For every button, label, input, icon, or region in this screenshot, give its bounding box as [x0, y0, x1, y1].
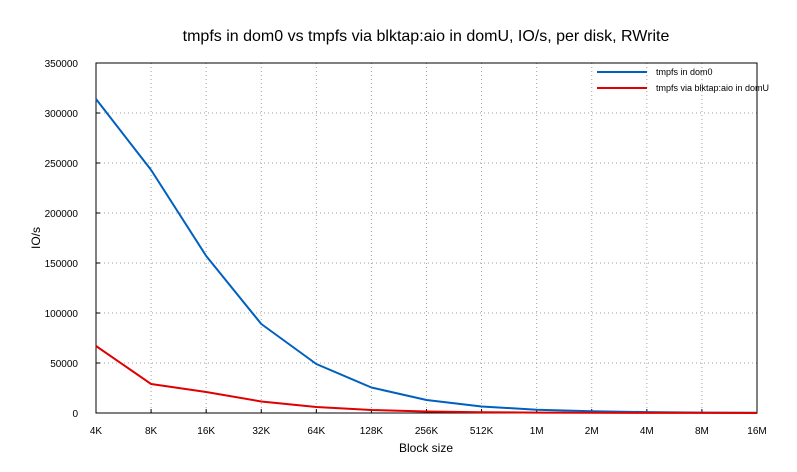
- x-tick-label: 512K: [470, 426, 494, 437]
- legend-label-2: tmpfs via blktap:aio in domU: [656, 83, 769, 93]
- legend-label-1: tmpfs in dom0: [656, 67, 713, 77]
- x-tick-label: 8M: [695, 426, 709, 437]
- x-tick-label: 256K: [415, 426, 439, 437]
- x-tick-label: 16K: [197, 426, 215, 437]
- chart-title: tmpfs in dom0 vs tmpfs via blktap:aio in…: [183, 28, 670, 45]
- series-group: [95, 98, 758, 414]
- y-tick-label: 0: [72, 409, 78, 420]
- x-tick-label: 1M: [530, 426, 544, 437]
- y-axis-label: IO/s: [29, 227, 43, 249]
- y-tick-label: 350000: [45, 59, 79, 70]
- y-tick-label: 200000: [45, 209, 79, 220]
- x-tick-label: 4M: [640, 426, 654, 437]
- series-line-2: [95, 345, 758, 414]
- y-tick-label: 100000: [45, 309, 79, 320]
- y-tick-label: 250000: [45, 159, 79, 170]
- x-tick-label: 16M: [747, 426, 766, 437]
- x-tick-label: 32K: [252, 426, 270, 437]
- x-tick-label: 128K: [360, 426, 384, 437]
- x-tick-label: 8K: [145, 426, 158, 437]
- x-tick-label: 64K: [307, 426, 325, 437]
- x-tick-label: 4K: [90, 426, 103, 437]
- y-tick-label: 300000: [45, 109, 79, 120]
- y-tick-label: 150000: [45, 259, 79, 270]
- y-tick-label: 50000: [50, 359, 78, 370]
- legend: tmpfs in dom0 tmpfs via blktap:aio in dom…: [597, 67, 769, 93]
- x-axis-label: Block size: [399, 441, 453, 455]
- y-axis: 0 50000 100000 150000 200000 250000 300000 3500…: [45, 59, 100, 420]
- x-tick-label: 2M: [585, 426, 599, 437]
